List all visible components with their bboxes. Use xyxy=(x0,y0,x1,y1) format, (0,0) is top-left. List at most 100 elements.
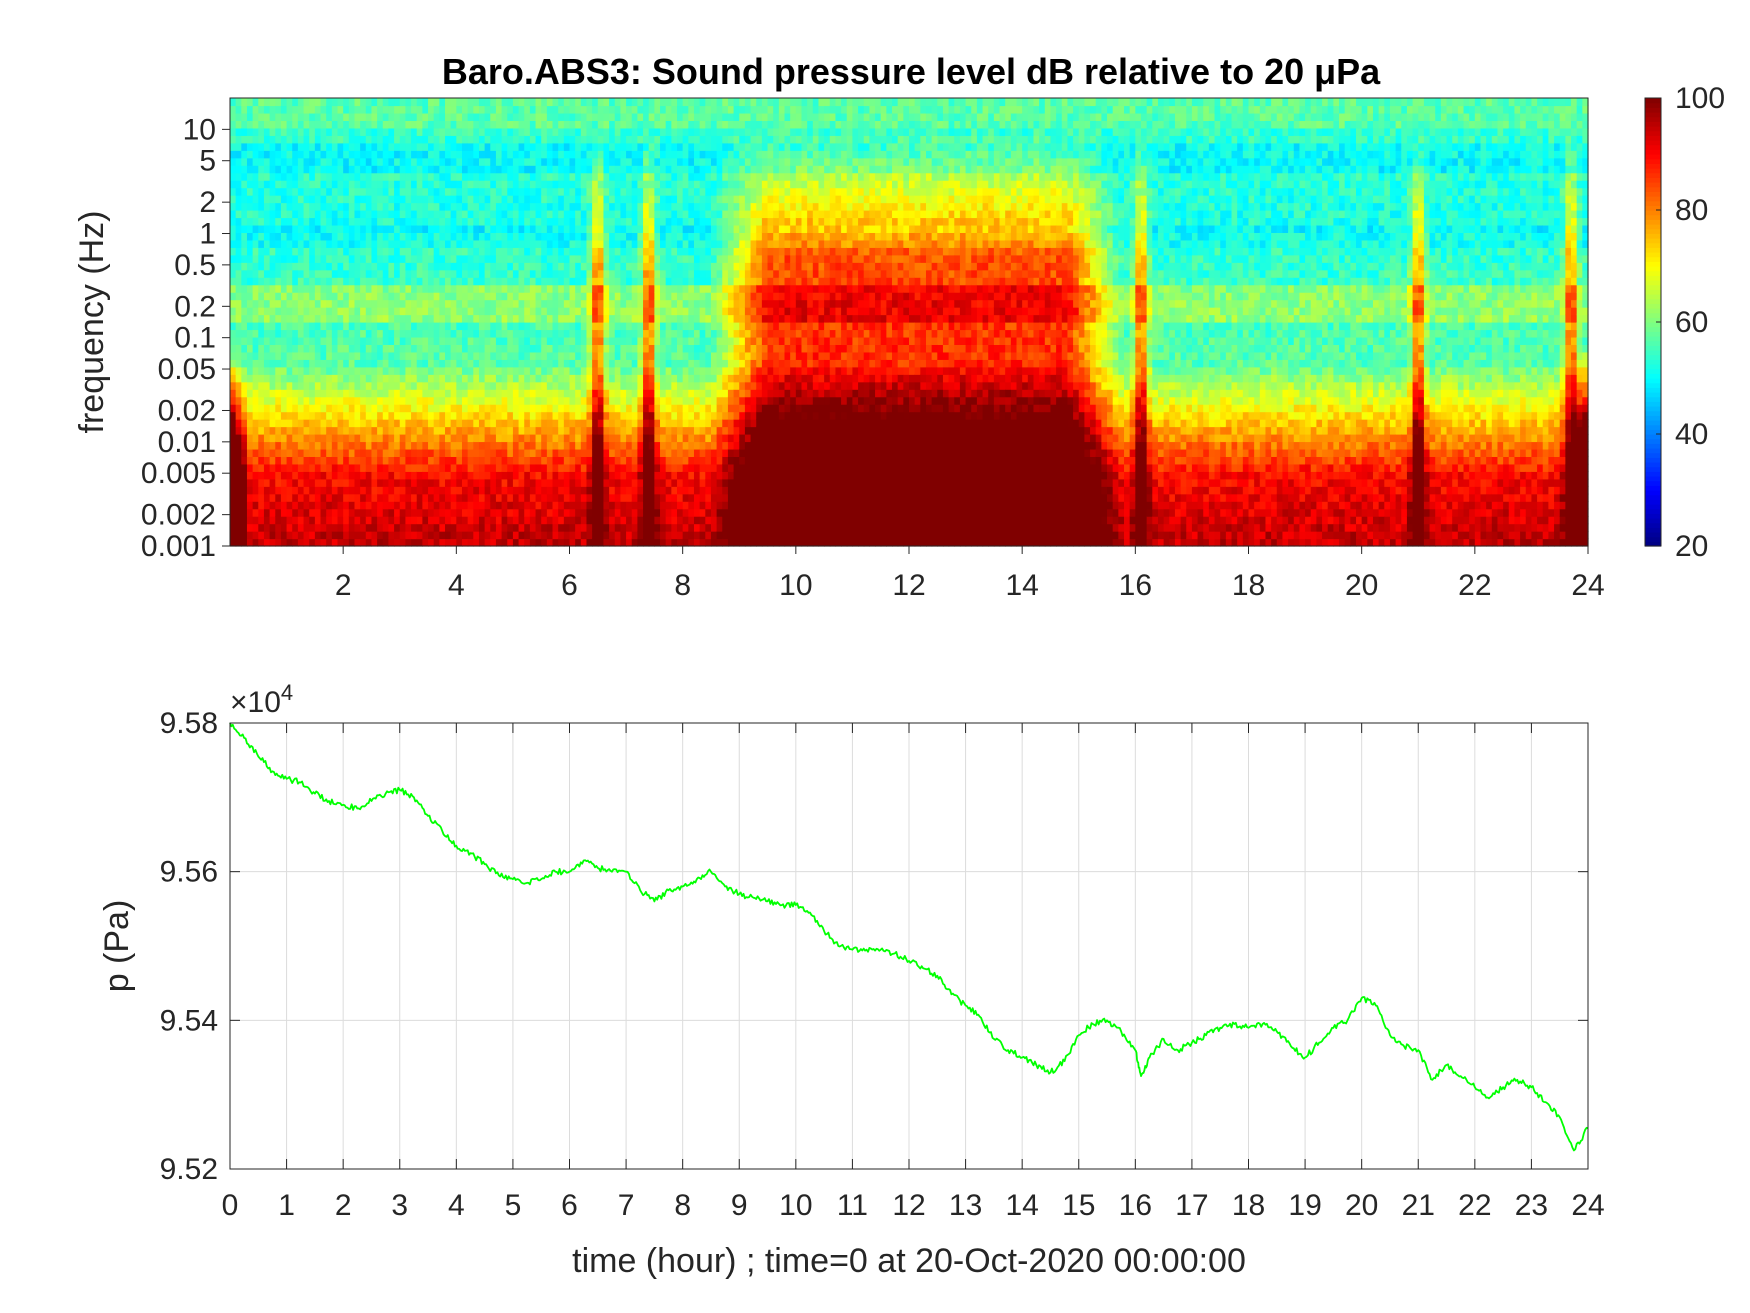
spectrogram-cell xyxy=(269,426,276,435)
spectrogram-cell xyxy=(445,239,452,248)
spectrogram-cell xyxy=(314,463,322,472)
spectrogram-cell xyxy=(252,112,259,121)
spectrogram-cell xyxy=(614,359,622,368)
spectrogram-cell xyxy=(343,277,350,286)
spectrogram-cell xyxy=(688,456,695,465)
spectrogram-cell xyxy=(478,224,486,233)
spectrogram-cell xyxy=(343,336,350,345)
spectrogram-cell xyxy=(343,127,350,136)
spectrogram-cell xyxy=(631,523,638,532)
spectrogram-cell xyxy=(258,247,265,256)
spectrogram-cell xyxy=(263,277,271,286)
spectrogram-cell xyxy=(495,195,503,204)
spectrogram-cell xyxy=(450,486,457,495)
spectrogram-cell xyxy=(348,493,356,502)
spectrogram-cell xyxy=(365,269,373,278)
spectrogram-cell xyxy=(512,501,520,510)
spectrogram-cell xyxy=(235,277,242,286)
spectrogram-cell xyxy=(563,322,571,331)
spectrogram-cell xyxy=(620,411,627,420)
spectrogram-cell xyxy=(320,150,327,159)
spectrogram-cell xyxy=(292,277,299,286)
spectrogram-cell xyxy=(535,359,542,368)
spectrogram-cell xyxy=(433,120,440,129)
spectrogram-cell xyxy=(428,448,435,457)
spectrogram-cell xyxy=(371,135,378,144)
spectrogram-cell xyxy=(263,419,271,428)
spectrogram-cell xyxy=(388,314,395,323)
spectrogram-cell xyxy=(671,411,678,420)
spectrogram-cell xyxy=(445,135,452,144)
spectrogram-cell xyxy=(326,284,333,293)
spectrogram-cell xyxy=(360,493,367,502)
spectrogram-cell xyxy=(314,195,322,204)
spectrogram-cell xyxy=(478,112,486,121)
spectrogram-cell xyxy=(399,322,407,331)
spectrogram-cell xyxy=(693,426,701,435)
spectrogram-cell xyxy=(354,232,361,241)
spectrogram-cell xyxy=(467,508,474,517)
spectrogram-cell xyxy=(280,471,288,480)
spectrogram-cell xyxy=(411,135,418,144)
spectrogram-cell xyxy=(280,374,288,383)
spectrogram-cell xyxy=(252,142,259,151)
spectrogram-cell xyxy=(478,217,486,226)
spectrogram-cell xyxy=(371,441,378,450)
spectrogram-cell xyxy=(473,135,480,144)
spectrogram-cell xyxy=(331,239,339,248)
spectrogram-cell xyxy=(643,523,650,532)
spectrogram-cell xyxy=(354,471,361,480)
spectrogram-cell xyxy=(524,195,531,204)
spectrogram-cell xyxy=(235,359,242,368)
spectrogram-cell xyxy=(501,262,508,271)
spectrogram-cell xyxy=(292,404,299,413)
spectrogram-cell xyxy=(541,389,548,398)
spectrogram-cell xyxy=(671,262,678,271)
spectrogram-cell xyxy=(597,411,605,420)
spectrogram-cell xyxy=(575,434,582,443)
spectrogram-cell xyxy=(292,336,299,345)
spectrogram-cell xyxy=(512,419,520,428)
spectrogram-cell xyxy=(252,292,259,301)
spectrogram-cell xyxy=(235,531,242,540)
spectrogram-cell xyxy=(382,486,390,495)
spectrogram-cell xyxy=(337,493,344,502)
spectrogram-cell xyxy=(592,463,599,472)
spectrogram-cell xyxy=(399,493,407,502)
spectrogram-cell xyxy=(467,135,474,144)
spectrogram-cell xyxy=(552,329,559,338)
spectrogram-cell xyxy=(416,269,423,278)
spectrogram-cell xyxy=(620,269,627,278)
spectrogram-cell xyxy=(348,105,356,114)
spectrogram-cell xyxy=(377,150,384,159)
spectrogram-cell xyxy=(473,404,480,413)
spectrogram-cell xyxy=(648,150,655,159)
spectrogram-cell xyxy=(275,98,282,107)
spectrogram-cell xyxy=(569,277,576,286)
spectrogram-cell xyxy=(314,523,322,532)
spectrogram-cell xyxy=(252,501,259,510)
spectrogram-cell xyxy=(631,217,638,226)
spectrogram-cell xyxy=(541,396,548,405)
spectrogram-cell xyxy=(569,374,576,383)
spectrogram-cell xyxy=(558,262,565,271)
spectrogram-cell xyxy=(377,172,384,181)
spectrogram-cell xyxy=(671,254,678,263)
spectrogram-cell xyxy=(365,277,373,286)
spectrogram-cell xyxy=(558,471,565,480)
spectrogram-cell xyxy=(473,210,480,219)
spectrogram-cell xyxy=(484,336,491,345)
spectrogram-cell xyxy=(280,195,288,204)
spectrogram-cell xyxy=(394,210,401,219)
spectrogram-cell xyxy=(292,411,299,420)
spectrogram-cell xyxy=(507,262,514,271)
spectrogram-cell xyxy=(331,262,339,271)
spectrogram-cell xyxy=(490,277,497,286)
spectrogram-cell xyxy=(637,299,644,308)
spectrogram-cell xyxy=(433,456,440,465)
spectrogram-cell xyxy=(433,426,440,435)
spectrogram-cell xyxy=(484,247,491,256)
spectrogram-cell xyxy=(552,508,559,517)
spectrogram-cell xyxy=(314,269,322,278)
spectrogram-cell xyxy=(586,411,593,420)
